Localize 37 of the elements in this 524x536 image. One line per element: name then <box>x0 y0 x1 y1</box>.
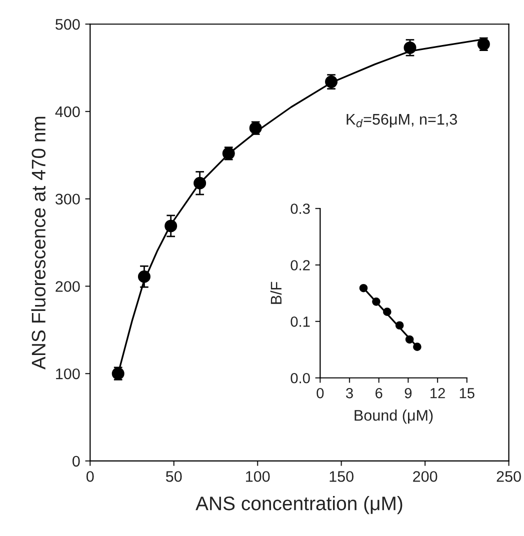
point <box>138 270 150 283</box>
x-tick-label: 150 <box>330 471 354 482</box>
point <box>404 41 416 54</box>
y-tick-label: 0.3 <box>290 204 310 214</box>
point <box>405 335 414 344</box>
x-tick-label: 15 <box>460 388 474 398</box>
x-tick-label: 0 <box>316 388 324 398</box>
y-tick-label: 300 <box>56 194 80 205</box>
point <box>164 220 178 232</box>
y-tick-label: 100 <box>56 368 80 380</box>
point <box>383 308 392 316</box>
x-tick-label: 0 <box>86 471 94 482</box>
point <box>359 284 368 292</box>
x-tick-label: 200 <box>413 471 438 482</box>
annotation: K$_{d}$=56μM, n=1,3 <box>346 114 457 128</box>
x-tick-label: 6 <box>376 388 382 398</box>
y-tick-label: 0.1 <box>290 316 310 327</box>
x-tick-label: 12 <box>430 388 445 398</box>
y-tick-label: 200 <box>56 281 80 292</box>
x-tick-label: 100 <box>246 471 270 482</box>
point <box>194 176 206 190</box>
y-axis-title: ANS Fluorescence at 470 nm <box>31 116 46 370</box>
point <box>395 321 404 330</box>
x-tick-label: 50 <box>166 471 182 482</box>
x-tick-label: 9 <box>404 388 412 398</box>
x-tick-label: 250 <box>496 471 521 482</box>
x-tick-label: 3 <box>346 388 353 398</box>
y-tick-label: 500 <box>56 18 80 30</box>
x-axis-title: Bound (μM) <box>354 410 433 424</box>
y-axis-title: B/F <box>270 282 282 304</box>
y-tick-label: 0.2 <box>290 260 310 270</box>
point <box>372 297 380 306</box>
y-tick-label: 0 <box>72 456 80 467</box>
y-tick-label: 400 <box>55 106 80 118</box>
y-tick-label: 0.0 <box>290 372 310 384</box>
point <box>413 342 422 351</box>
x-axis-title: ANS concentration (μM) <box>196 496 402 514</box>
